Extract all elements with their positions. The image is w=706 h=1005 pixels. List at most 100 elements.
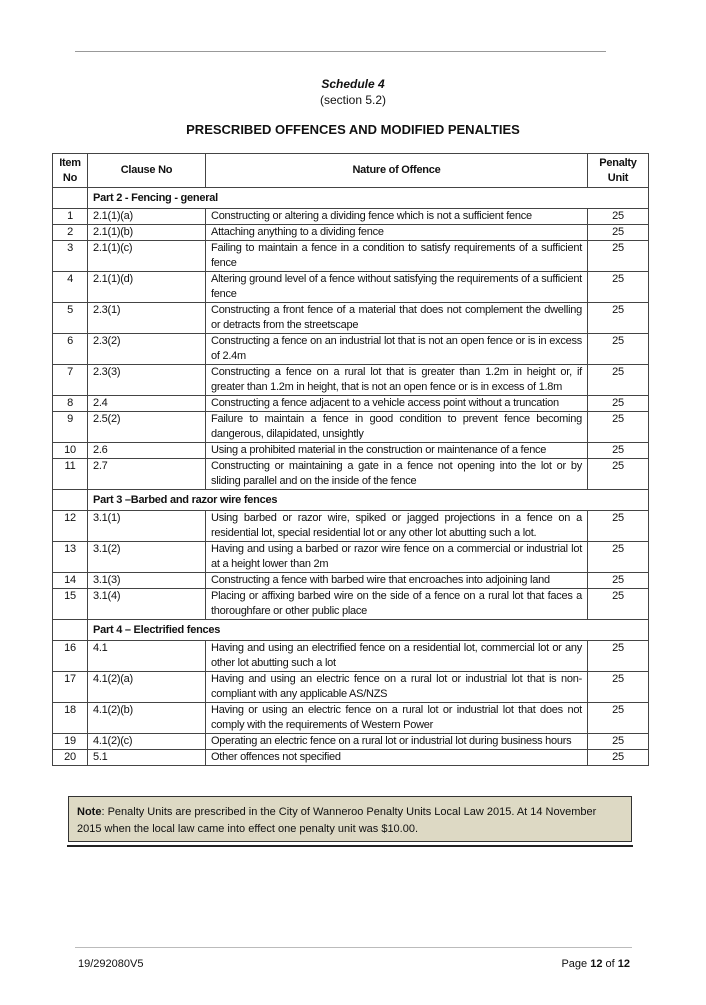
table-row: 5 2.3(1) Constructing a front fence of a m… [52, 302, 649, 334]
clause-no: 3.1(1) [87, 510, 206, 542]
header-clause-no: Clause No [87, 153, 206, 188]
clause-no: 4.1(2)(b) [87, 702, 206, 734]
item-no: 4 [52, 271, 88, 303]
schedule-title: Schedule 4 [321, 77, 385, 91]
penalty-unit: 25 [587, 733, 649, 750]
item-no: 13 [52, 541, 88, 573]
current-page: 12 [590, 958, 603, 970]
page-title: PRESCRIBED OFFENCES AND MODIFIED PENALTI… [186, 122, 520, 137]
table-row: 15 3.1(4) Placing or affixing barbed wire … [52, 588, 649, 620]
part-heading: Part 4 – Electrified fences [87, 619, 649, 641]
offence: Constructing a fence adjacent to a vehic… [205, 395, 588, 412]
table-row: 9 2.5(2) Failure to maintain a fence in go… [52, 411, 649, 443]
offence: Operating an electric fence on a rural l… [205, 733, 588, 750]
part-heading: Part 2 - Fencing - general [87, 187, 649, 209]
document-id: 19/292080V5 [78, 958, 144, 970]
clause-no: 2.5(2) [87, 411, 206, 443]
penalty-unit: 25 [587, 442, 649, 459]
offence: Constructing a fence on a rural lot that… [205, 364, 588, 396]
item-no: 11 [52, 458, 88, 490]
penalty-unit: 25 [587, 364, 649, 396]
penalty-unit: 25 [587, 588, 649, 620]
clause-no: 4.1(2)(c) [87, 733, 206, 750]
note-label: Note [77, 806, 102, 818]
offence: Using a prohibited material in the const… [205, 442, 588, 459]
header-rule [75, 51, 606, 52]
clause-no: 3.1(3) [87, 572, 206, 589]
footer-rule [75, 947, 632, 948]
item-no: 20 [52, 749, 88, 766]
item-no: 7 [52, 364, 88, 396]
table-row: 2 2.1(1)(b) Attaching anything to a dividi… [52, 224, 649, 241]
part-heading-row: Part 3 –Barbed and razor wire fences [52, 489, 649, 511]
clause-no: 2.1(1)(d) [87, 271, 206, 303]
penalty-unit: 25 [587, 271, 649, 303]
table-row: 1 2.1(1)(a) Constructing or altering a div… [52, 208, 649, 225]
clause-no: 2.1(1)(c) [87, 240, 206, 272]
penalty-unit: 25 [587, 240, 649, 272]
penalty-unit: 25 [587, 702, 649, 734]
item-no: 8 [52, 395, 88, 412]
note-rule [67, 845, 633, 847]
note-text: : Penalty Units are prescribed in the Ci… [77, 806, 597, 835]
schedule-section: (section 5.2) [319, 93, 387, 107]
clause-no: 2.6 [87, 442, 206, 459]
clause-no: 2.3(3) [87, 364, 206, 396]
table-row: 18 4.1(2)(b) Having or using an electric f… [52, 702, 649, 734]
empty-cell [52, 619, 88, 641]
clause-no: 3.1(2) [87, 541, 206, 573]
header-nature: Nature of Offence [205, 153, 588, 188]
penalty-unit: 25 [587, 411, 649, 443]
clause-no: 2.3(2) [87, 333, 206, 365]
penalty-unit: 25 [587, 510, 649, 542]
offence: Placing or affixing barbed wire on the s… [205, 588, 588, 620]
table-row: 14 3.1(3) Constructing a fence with barbed… [52, 572, 649, 589]
offence: Failure to maintain a fence in good cond… [205, 411, 588, 443]
part-heading-row: Part 2 - Fencing - general [52, 187, 649, 209]
penalty-unit: 25 [587, 395, 649, 412]
item-no: 15 [52, 588, 88, 620]
table-row: 6 2.3(2) Constructing a fence on an indust… [52, 333, 649, 365]
table-row: 3 2.1(1)(c) Failing to maintain a fence in… [52, 240, 649, 272]
offence: Altering ground level of a fence without… [205, 271, 588, 303]
penalty-unit: 25 [587, 208, 649, 225]
page-of: of [602, 958, 618, 970]
clause-no: 4.1(2)(a) [87, 671, 206, 703]
clause-no: 2.7 [87, 458, 206, 490]
offence: Attaching anything to a dividing fence [205, 224, 588, 241]
total-pages: 12 [617, 958, 630, 970]
offence: Having and using an electric fence on a … [205, 671, 588, 703]
part-heading-row: Part 4 – Electrified fences [52, 619, 649, 641]
clause-no: 5.1 [87, 749, 206, 766]
item-no: 18 [52, 702, 88, 734]
offences-table: Item No Clause No Nature of Offence Pena… [52, 153, 649, 766]
penalty-unit: 25 [587, 640, 649, 672]
table-row: 4 2.1(1)(d) Altering ground level of a fen… [52, 271, 649, 303]
offence: Constructing a fence with barbed wire th… [205, 572, 588, 589]
empty-cell [52, 489, 88, 511]
penalty-unit: 25 [587, 541, 649, 573]
item-no: 3 [52, 240, 88, 272]
table-row: 17 4.1(2)(a) Having and using an electric … [52, 671, 649, 703]
penalty-unit: 25 [587, 749, 649, 766]
offence: Constructing a fence on an industrial lo… [205, 333, 588, 365]
offence: Constructing or altering a dividing fenc… [205, 208, 588, 225]
table-row: 16 4.1 Having and using an electrified fen… [52, 640, 649, 672]
clause-no: 4.1 [87, 640, 206, 672]
page-prefix: Page [561, 958, 591, 970]
clause-no: 2.1(1)(b) [87, 224, 206, 241]
offence: Constructing or maintaining a gate in a … [205, 458, 588, 490]
table-row: 10 2.6 Using a prohibited material in the … [52, 442, 649, 459]
item-no: 2 [52, 224, 88, 241]
part-heading: Part 3 –Barbed and razor wire fences [87, 489, 649, 511]
item-no: 10 [52, 442, 88, 459]
offence: Having or using an electric fence on a r… [205, 702, 588, 734]
table-row: 7 2.3(3) Constructing a fence on a rural l… [52, 364, 649, 396]
penalty-unit: 25 [587, 224, 649, 241]
page-number: Page 12 of 12 [561, 958, 630, 970]
header-penalty: Penalty Unit [587, 153, 649, 188]
item-no: 5 [52, 302, 88, 334]
offence: Constructing a front fence of a material… [205, 302, 588, 334]
item-no: 12 [52, 510, 88, 542]
offence: Having and using a barbed or razor wire … [205, 541, 588, 573]
